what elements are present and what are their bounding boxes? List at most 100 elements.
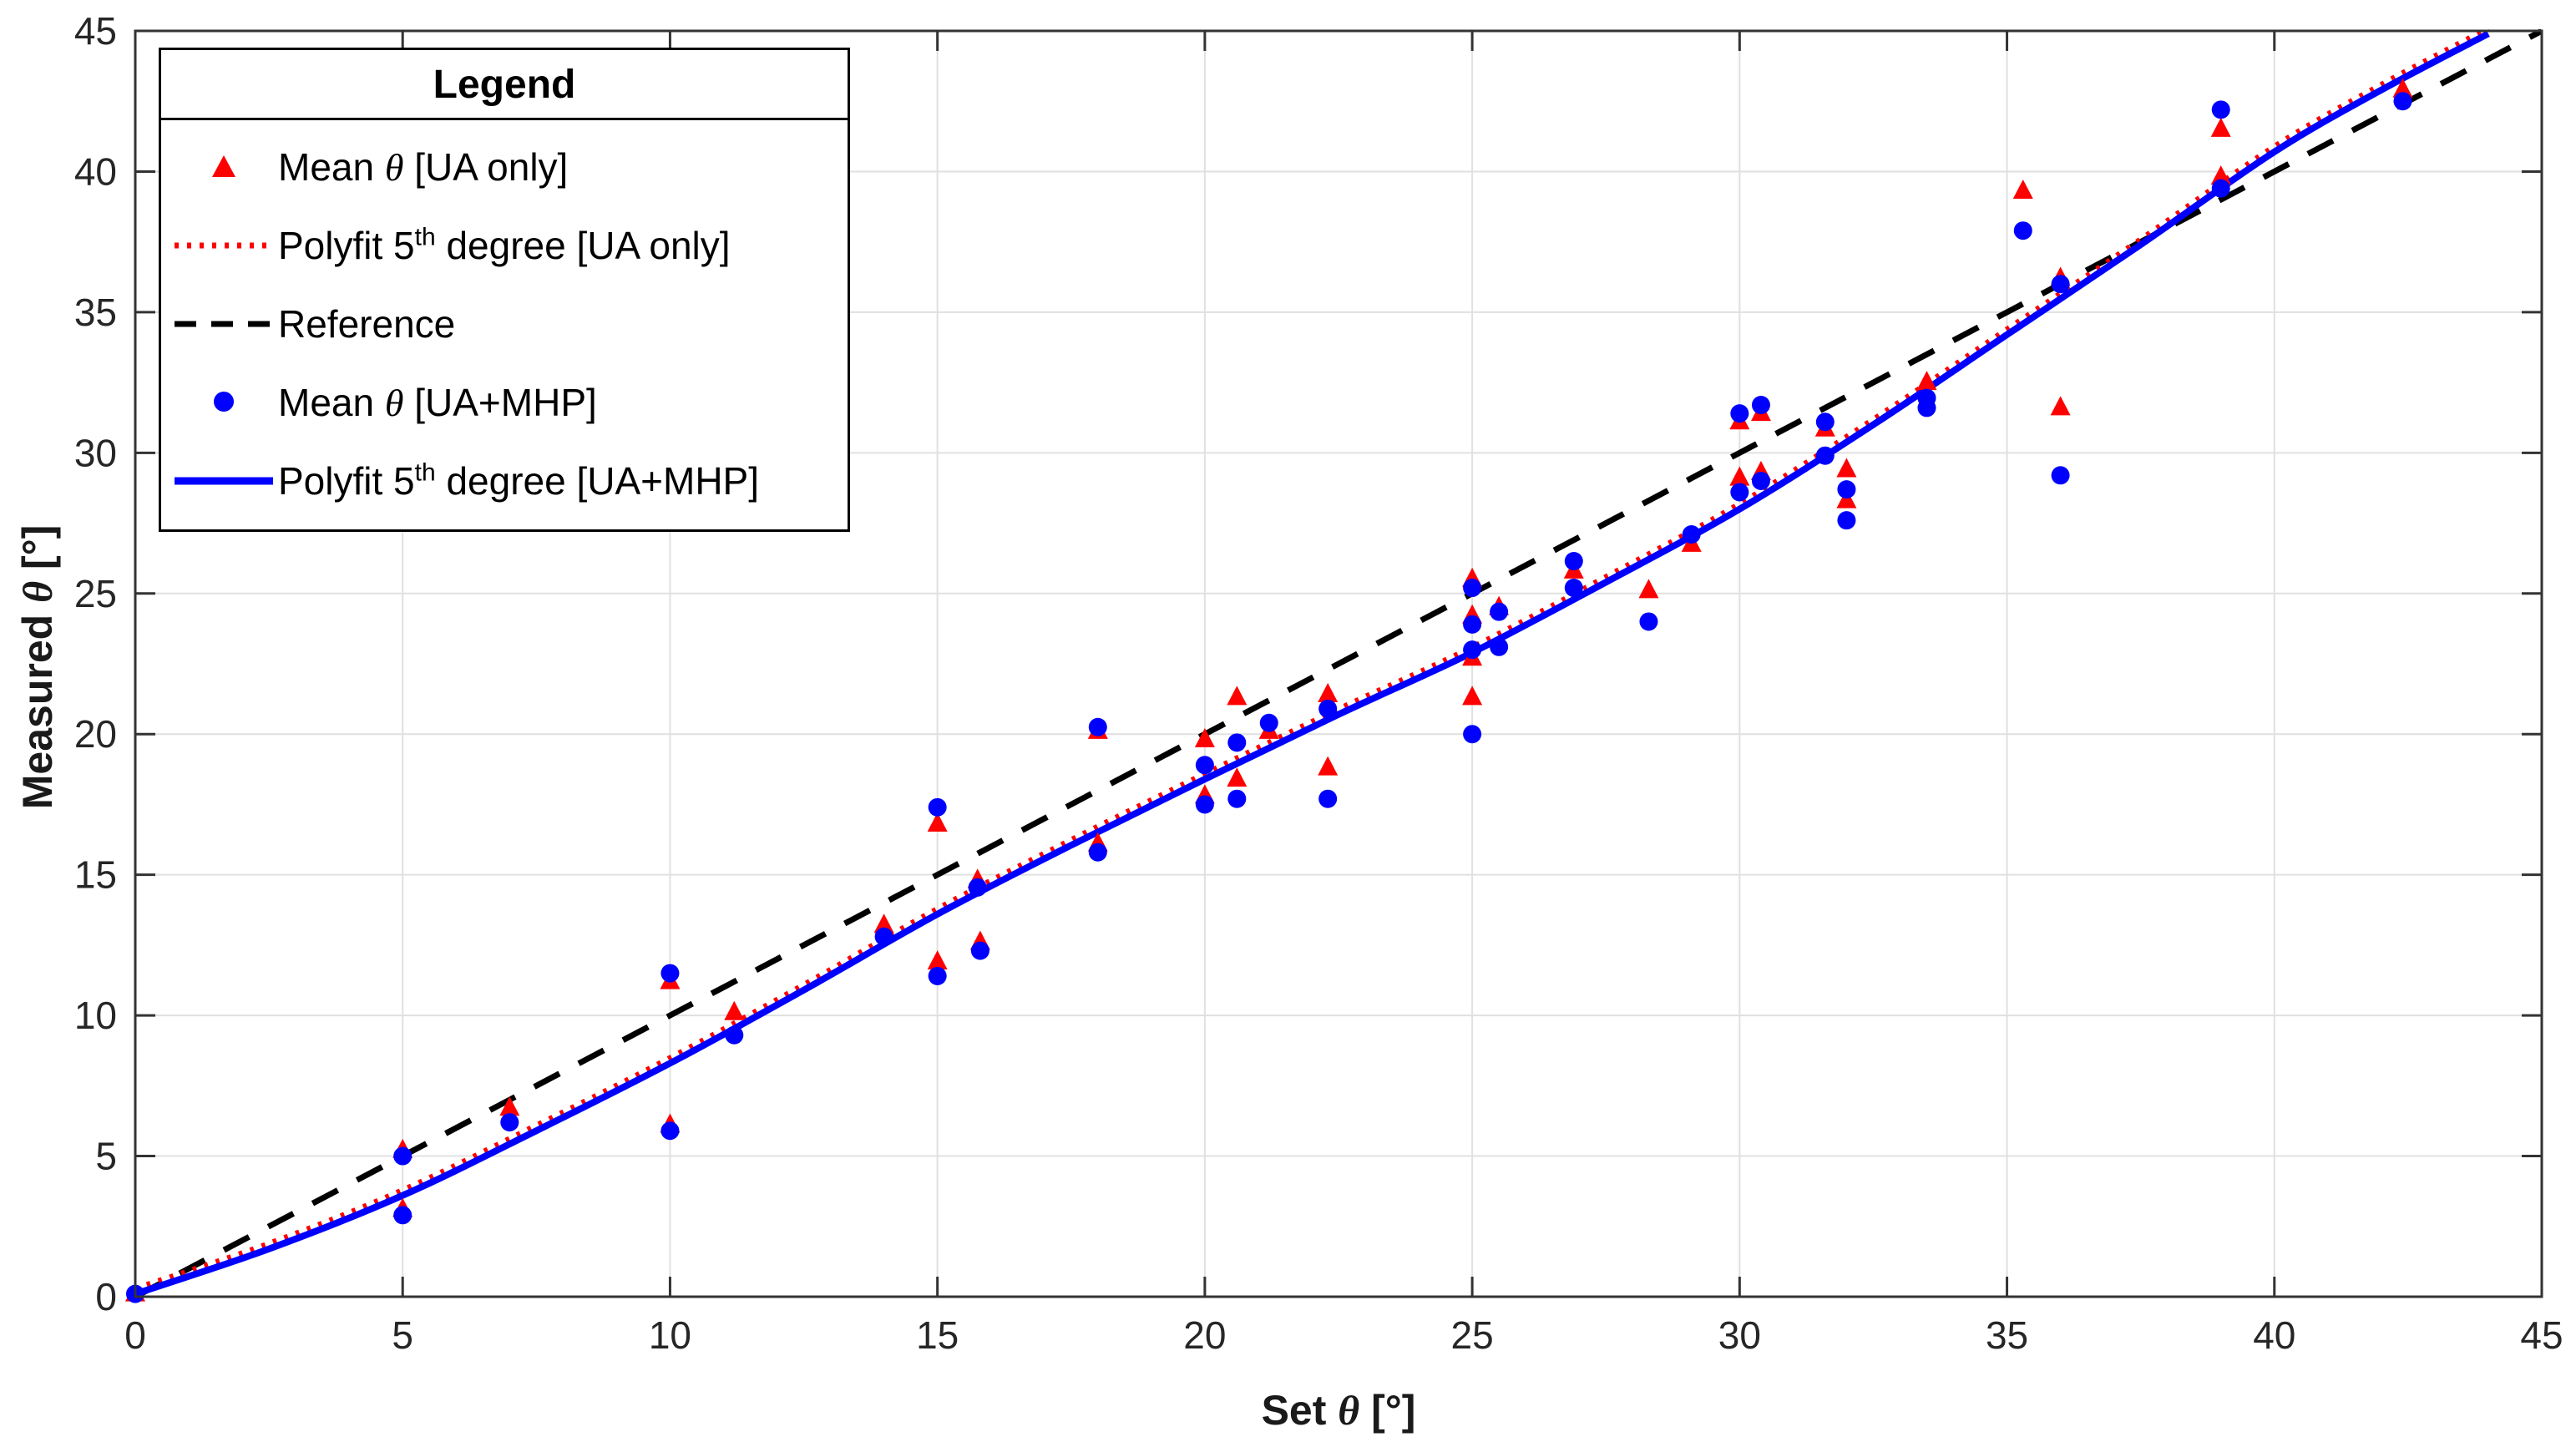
legend-swatch bbox=[170, 142, 278, 192]
data-point-ua-mhp bbox=[874, 927, 893, 946]
data-point-ua-mhp bbox=[1463, 725, 1482, 744]
data-point-ua-mhp bbox=[1318, 789, 1338, 808]
data-point-ua-mhp bbox=[1751, 396, 1770, 415]
data-point-ua-mhp bbox=[660, 964, 680, 983]
y-tick-label: 5 bbox=[95, 1135, 117, 1178]
y-tick-label: 10 bbox=[74, 994, 117, 1037]
y-axis-label: Measured θ [°] bbox=[14, 524, 61, 810]
data-point-ua-mhp bbox=[2211, 179, 2230, 198]
fit-lines bbox=[134, 29, 2543, 1298]
data-point-ua-mhp bbox=[1730, 483, 1749, 502]
x-tick-label: 20 bbox=[1183, 1313, 1226, 1357]
data-point-ua-mhp bbox=[1463, 579, 1482, 598]
y-tick-label: 35 bbox=[74, 291, 117, 334]
data-point-ua-mhp bbox=[1815, 412, 1835, 432]
data-point-ua-only bbox=[1227, 767, 1248, 787]
triangle-marker-icon bbox=[212, 155, 235, 177]
data-point-ua-only bbox=[1638, 579, 1659, 599]
legend-swatch bbox=[170, 299, 278, 349]
data-point-ua-only bbox=[2012, 180, 2033, 200]
data-point-ua-only bbox=[873, 913, 894, 934]
data-point-ua-mhp bbox=[2051, 275, 2070, 294]
data-point-ua-mhp bbox=[393, 1146, 412, 1166]
series-ua-mhp bbox=[126, 92, 2412, 1303]
legend-entry-label: Reference bbox=[278, 302, 456, 346]
data-point-ua-only bbox=[1916, 371, 1937, 391]
data-point-ua-mhp bbox=[1730, 404, 1749, 423]
legend-box: Legend Mean θ [UA only] Polyfit 5th degr… bbox=[159, 48, 850, 532]
data-point-ua-mhp bbox=[1227, 733, 1247, 752]
data-point-ua-only bbox=[927, 950, 948, 970]
legend-title: Legend bbox=[161, 50, 848, 120]
data-point-ua-only bbox=[927, 812, 948, 832]
data-point-ua-mhp bbox=[1564, 579, 1583, 598]
circle-marker-icon bbox=[214, 392, 234, 412]
y-tick-label: 30 bbox=[74, 431, 117, 474]
data-point-ua-mhp bbox=[1682, 525, 1701, 544]
data-point-ua-mhp bbox=[1088, 842, 1107, 862]
x-tick-label: 0 bbox=[124, 1313, 146, 1357]
legend-entry-label: Polyfit 5th degree [UA+MHP] bbox=[278, 458, 760, 503]
series-line-solid bbox=[134, 30, 2490, 1298]
legend-entry: Polyfit 5th degree [UA only] bbox=[170, 212, 839, 279]
y-tick-label: 25 bbox=[74, 572, 117, 615]
x-tick-label: 10 bbox=[649, 1313, 691, 1357]
y-tick-label: 45 bbox=[74, 9, 117, 53]
data-point-ua-mhp bbox=[1490, 602, 1509, 621]
y-tick-label: 40 bbox=[74, 149, 117, 193]
tick-labels: 0 5 10 15 20 25 30 35 40 45 0 5 10 15 20 25 30 35 40 45 bbox=[74, 9, 2563, 1357]
data-point-ua-mhp bbox=[2211, 100, 2230, 119]
data-point-ua-mhp bbox=[1837, 480, 1856, 499]
legend-entry: Reference bbox=[170, 291, 839, 357]
x-tick-label: 35 bbox=[1986, 1313, 2028, 1357]
data-point-ua-mhp bbox=[970, 941, 989, 960]
data-point-ua-mhp bbox=[1463, 640, 1482, 660]
legend-entry-label: Mean θ [UA+MHP] bbox=[278, 380, 597, 424]
data-point-ua-only bbox=[2392, 78, 2413, 98]
data-point-ua-only bbox=[2050, 396, 2071, 416]
legend-entry: Mean θ [UA only] bbox=[170, 134, 839, 200]
x-tick-label: 15 bbox=[916, 1313, 959, 1357]
y-tick-label: 0 bbox=[95, 1275, 117, 1318]
data-point-ua-mhp bbox=[725, 1025, 744, 1045]
data-point-ua-mhp bbox=[1318, 699, 1338, 718]
data-point-ua-mhp bbox=[1751, 472, 1770, 491]
data-point-ua-mhp bbox=[2393, 92, 2412, 111]
legend-entry-label: Polyfit 5th degree [UA only] bbox=[278, 223, 731, 267]
data-point-ua-mhp bbox=[2051, 466, 2070, 485]
data-point-ua-only bbox=[499, 1096, 520, 1116]
x-tick-label: 30 bbox=[1718, 1313, 1761, 1357]
data-point-ua-only bbox=[1194, 727, 1215, 747]
y-tick-label: 15 bbox=[74, 853, 117, 897]
legend-entry-label: Mean θ [UA only] bbox=[278, 144, 569, 189]
data-point-ua-mhp bbox=[1195, 756, 1214, 775]
data-point-ua-only bbox=[2210, 165, 2231, 185]
data-point-ua-only bbox=[1227, 686, 1248, 706]
x-tick-label: 25 bbox=[1451, 1313, 1494, 1357]
data-point-ua-only bbox=[2210, 117, 2231, 137]
data-point-ua-mhp bbox=[1490, 637, 1509, 656]
data-point-ua-mhp bbox=[660, 1121, 680, 1141]
data-point-ua-mhp bbox=[1639, 612, 1658, 631]
legend-swatch bbox=[170, 220, 278, 271]
data-point-ua-mhp bbox=[928, 797, 947, 817]
data-point-ua-only bbox=[724, 1000, 745, 1020]
data-point-ua-mhp bbox=[393, 1206, 412, 1225]
data-point-ua-mhp bbox=[1227, 789, 1247, 808]
data-point-ua-only bbox=[1462, 686, 1483, 706]
data-point-ua-only bbox=[1729, 466, 1750, 486]
legend-entry: Polyfit 5th degree [UA+MHP] bbox=[170, 448, 839, 514]
x-tick-label: 45 bbox=[2520, 1313, 2563, 1357]
data-point-ua-mhp bbox=[1564, 552, 1583, 571]
data-point-ua-only bbox=[1318, 756, 1339, 776]
data-point-ua-mhp bbox=[1088, 717, 1107, 736]
y-tick-label: 20 bbox=[74, 712, 117, 756]
data-point-ua-only bbox=[1836, 458, 1857, 478]
data-point-ua-mhp bbox=[928, 966, 947, 985]
x-tick-label: 40 bbox=[2253, 1313, 2295, 1357]
x-tick-label: 5 bbox=[392, 1313, 413, 1357]
legend-entry: Mean θ [UA+MHP] bbox=[170, 369, 839, 436]
data-point-ua-mhp bbox=[1463, 615, 1482, 634]
